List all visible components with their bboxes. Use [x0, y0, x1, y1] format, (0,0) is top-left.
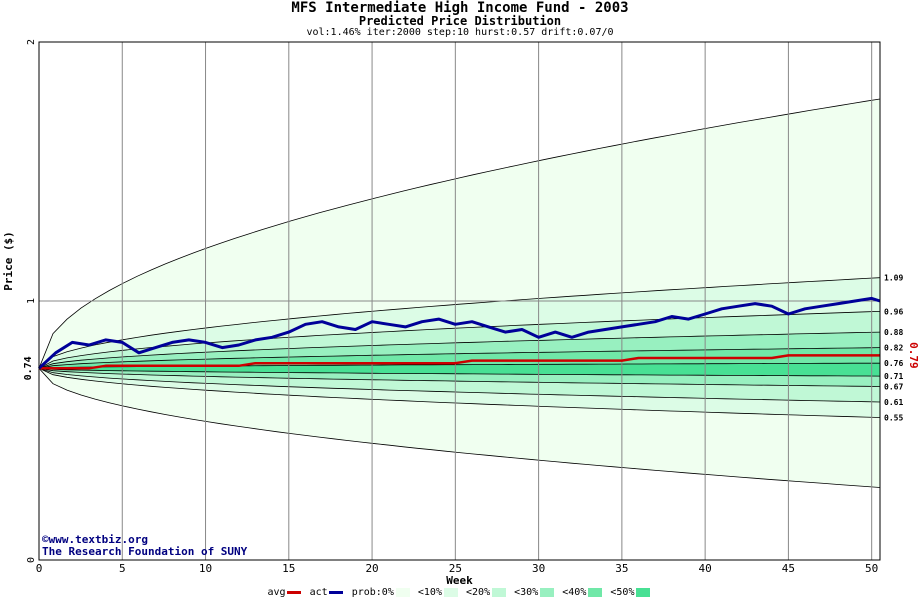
- series-line-act: [37, 296, 881, 370]
- legend-swatch-prob0: [395, 588, 410, 597]
- x-tick-label-7: 35: [615, 562, 628, 575]
- x-tick-label-2: 10: [199, 562, 212, 575]
- x-tick-label-6: 30: [532, 562, 545, 575]
- legend-swatch-20: [492, 588, 507, 597]
- legend: avg act prob:0% <10% <20% <30% <40% <50%: [0, 587, 920, 599]
- legend-label-act: act: [309, 587, 328, 598]
- band-boundary-2: [38, 277, 881, 369]
- band-end-label-8: 0.55: [884, 414, 903, 423]
- credits-url[interactable]: www.textbiz.org: [48, 533, 148, 546]
- legend-label-20: <20%: [466, 587, 491, 598]
- band-end-label-0: 1.09: [884, 274, 903, 283]
- series-line-avg: [39, 354, 880, 370]
- legend-swatch-40: [588, 588, 603, 597]
- band-end-label-1: 0.96: [884, 307, 903, 316]
- legend-label-40: <40%: [562, 587, 587, 598]
- x-tick-label-0: 0: [36, 562, 43, 575]
- band-boundary-4: [38, 311, 881, 369]
- x-tick-label-9: 45: [782, 562, 795, 575]
- band-end-label-6: 0.67: [884, 382, 903, 391]
- band-5: [39, 363, 880, 377]
- legend-label-30: <30%: [514, 587, 539, 598]
- band-boundary-1: [38, 368, 881, 488]
- band-boundary-6: [38, 331, 881, 369]
- y-tick-label-1: 1: [26, 298, 37, 304]
- band-end-label-4: 0.76: [884, 359, 903, 368]
- x-tick-label-3: 15: [282, 562, 295, 575]
- x-tick-label-4: 20: [365, 562, 378, 575]
- legend-label-50: <50%: [610, 587, 635, 598]
- band-boundary-3: [38, 367, 881, 418]
- legend-swatch-30: [540, 588, 555, 597]
- band-end-label-2: 0.88: [884, 328, 903, 337]
- x-tick-label-5: 25: [449, 562, 462, 575]
- simulation-params: vol:1.46% iter:2000 step:10 hurst:0.57 d…: [306, 27, 614, 38]
- end-price-label: 0.79: [907, 342, 920, 369]
- x-axis-title: Week: [446, 574, 473, 587]
- legend-label-prob0: prob:0%: [351, 587, 394, 598]
- band-boundary-8: [38, 347, 881, 369]
- legend-label-avg: avg: [267, 587, 286, 598]
- band-end-label-3: 0.82: [884, 344, 903, 353]
- legend-swatch-act: [328, 591, 343, 594]
- band-boundary-7: [38, 367, 881, 387]
- legend-swatch-avg: [286, 591, 301, 594]
- band-boundary-9: [38, 367, 881, 377]
- legend-swatch-50: [636, 588, 651, 597]
- chart-title: MFS Intermediate High Income Fund - 2003: [291, 0, 629, 16]
- band-boundary-0: [38, 98, 881, 369]
- copyright-icon: ©: [42, 533, 49, 546]
- credits-organization: The Research Foundation of SUNY: [42, 545, 248, 558]
- band-boundary-5: [38, 367, 881, 403]
- chart-subtitle: Predicted Price Distribution: [358, 14, 562, 28]
- y-tick-label-0: 0: [26, 557, 37, 563]
- x-tick-label-8: 40: [699, 562, 712, 575]
- y-axis-title: Price ($): [2, 231, 15, 291]
- credits: ©www.textbiz.org The Research Foundation…: [42, 534, 247, 558]
- legend-label-10: <10%: [417, 587, 442, 598]
- start-price-label: 0.74: [23, 356, 34, 380]
- x-tick-label-1: 5: [119, 562, 126, 575]
- plot-frame: [38, 41, 881, 561]
- band-end-label-5: 0.71: [884, 372, 903, 381]
- band-end-label-7: 0.61: [884, 398, 903, 407]
- legend-swatch-10: [443, 588, 458, 597]
- y-tick-label-2: 2: [26, 39, 37, 45]
- x-tick-label-10: 50: [865, 562, 878, 575]
